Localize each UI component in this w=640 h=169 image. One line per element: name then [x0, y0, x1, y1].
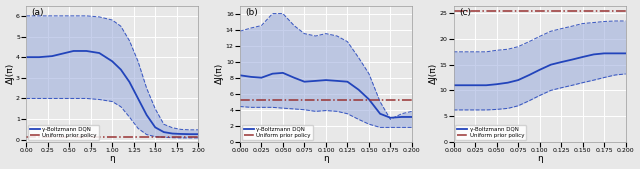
γ-Boltzmann DQN: [291, 77, 298, 79]
γ-Boltzmann DQN: [355, 89, 362, 91]
γ-Boltzmann DQN: [515, 79, 522, 81]
γ-Boltzmann DQN: [322, 79, 330, 81]
γ-Boltzmann DQN: [344, 81, 351, 83]
γ-Boltzmann DQN: [611, 52, 619, 54]
γ-Boltzmann DQN: [61, 52, 68, 54]
γ-Boltzmann DQN: [125, 81, 133, 83]
γ-Boltzmann DQN: [483, 84, 490, 86]
γ-Boltzmann DQN: [35, 56, 43, 58]
γ-Boltzmann DQN: [600, 52, 608, 54]
Uniform prior policy: [22, 136, 30, 138]
γ-Boltzmann DQN: [590, 53, 598, 55]
Uniform prior policy: [108, 136, 116, 138]
Legend: γ-Boltzmann DQN, Uniform prior policy: γ-Boltzmann DQN, Uniform prior policy: [455, 125, 527, 140]
γ-Boltzmann DQN: [279, 72, 287, 74]
γ-Boltzmann DQN: [236, 74, 244, 76]
γ-Boltzmann DQN: [408, 116, 416, 118]
γ-Boltzmann DQN: [257, 77, 265, 79]
Text: (c): (c): [459, 8, 471, 17]
γ-Boltzmann DQN: [95, 52, 103, 54]
γ-Boltzmann DQN: [177, 133, 185, 135]
γ-Boltzmann DQN: [557, 61, 565, 63]
γ-Boltzmann DQN: [83, 50, 90, 52]
γ-Boltzmann DQN: [376, 113, 384, 115]
γ-Boltzmann DQN: [70, 50, 77, 52]
γ-Boltzmann DQN: [117, 69, 125, 71]
γ-Boltzmann DQN: [168, 132, 176, 135]
γ-Boltzmann DQN: [568, 58, 576, 61]
γ-Boltzmann DQN: [269, 73, 276, 75]
Text: (a): (a): [31, 8, 44, 17]
γ-Boltzmann DQN: [579, 56, 586, 58]
γ-Boltzmann DQN: [387, 117, 394, 119]
γ-Boltzmann DQN: [471, 84, 479, 86]
γ-Boltzmann DQN: [461, 84, 468, 86]
Line: γ-Boltzmann DQN: γ-Boltzmann DQN: [240, 73, 412, 118]
γ-Boltzmann DQN: [450, 84, 458, 86]
X-axis label: η: η: [109, 154, 115, 163]
γ-Boltzmann DQN: [525, 74, 533, 76]
γ-Boltzmann DQN: [301, 81, 308, 83]
γ-Boltzmann DQN: [143, 114, 150, 116]
γ-Boltzmann DQN: [160, 131, 168, 133]
X-axis label: η: η: [323, 154, 329, 163]
Y-axis label: ΔJ(π): ΔJ(π): [216, 63, 225, 84]
γ-Boltzmann DQN: [247, 76, 255, 78]
γ-Boltzmann DQN: [186, 133, 193, 135]
γ-Boltzmann DQN: [134, 98, 142, 100]
X-axis label: η: η: [537, 154, 543, 163]
Legend: γ-Boltzmann DQN, Uniform prior policy: γ-Boltzmann DQN, Uniform prior policy: [241, 125, 313, 140]
Line: γ-Boltzmann DQN: γ-Boltzmann DQN: [26, 51, 198, 134]
γ-Boltzmann DQN: [547, 64, 555, 66]
γ-Boltzmann DQN: [195, 133, 202, 135]
γ-Boltzmann DQN: [108, 60, 116, 62]
Line: γ-Boltzmann DQN: γ-Boltzmann DQN: [454, 53, 626, 85]
γ-Boltzmann DQN: [152, 126, 159, 128]
Y-axis label: ΔJ(π): ΔJ(π): [6, 63, 15, 84]
γ-Boltzmann DQN: [622, 52, 630, 54]
γ-Boltzmann DQN: [365, 98, 372, 100]
γ-Boltzmann DQN: [493, 83, 500, 85]
γ-Boltzmann DQN: [48, 55, 56, 57]
γ-Boltzmann DQN: [333, 80, 341, 82]
γ-Boltzmann DQN: [312, 80, 319, 82]
Y-axis label: ΔJ(π): ΔJ(π): [429, 63, 438, 84]
Legend: γ-Boltzmann DQN, Uniform prior policy: γ-Boltzmann DQN, Uniform prior policy: [28, 125, 99, 140]
Text: (b): (b): [245, 8, 258, 17]
γ-Boltzmann DQN: [504, 82, 511, 84]
γ-Boltzmann DQN: [536, 69, 543, 71]
γ-Boltzmann DQN: [398, 116, 406, 118]
γ-Boltzmann DQN: [22, 56, 30, 58]
